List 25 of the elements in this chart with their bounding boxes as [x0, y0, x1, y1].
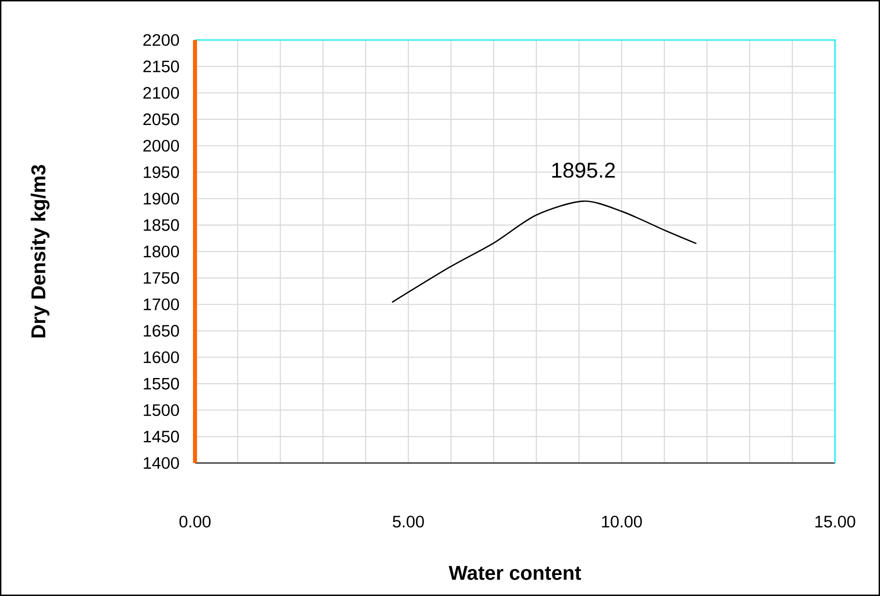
- y-tick-label: 2100: [143, 86, 179, 99]
- y-tick-label: 2150: [143, 60, 179, 72]
- y-tick-label: 1400: [144, 457, 179, 469]
- line-series: [391, 200, 698, 303]
- y-tick-label: 1800: [144, 246, 179, 258]
- y-tick-label: 1950: [144, 166, 179, 178]
- y-tick-label: 1750: [144, 272, 179, 284]
- y-tick-label: 1650: [144, 324, 179, 337]
- x-tick-label: 5.00: [392, 516, 424, 528]
- y-tick-label: 1500: [144, 404, 179, 416]
- y-tick-label: 2000: [143, 140, 179, 152]
- y-tick-label: 1850: [144, 219, 179, 231]
- y-tick-label: 1550: [144, 378, 179, 390]
- y-tick-label: 2050: [143, 113, 179, 126]
- y-tick-label: 1900: [144, 192, 179, 205]
- y-axis-title: Dry Density kg/m3: [30, 165, 50, 338]
- x-tick-label: 10.00: [602, 516, 642, 528]
- y-tick-label: 1450: [144, 430, 179, 442]
- x-tick-label: 15.00: [815, 516, 856, 528]
- y-tick-label: 1700: [144, 298, 179, 310]
- annotation: 1895.2: [552, 162, 615, 178]
- y-tick-label: 2200: [143, 34, 179, 46]
- x-axis-title: Water content: [448, 566, 582, 580]
- y-tick-label: 1600: [144, 351, 179, 364]
- x-tick-label: 0.00: [179, 516, 211, 528]
